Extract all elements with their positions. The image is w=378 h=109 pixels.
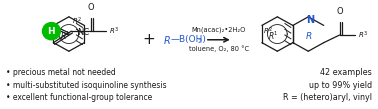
- Text: $R$: $R$: [305, 30, 312, 41]
- Text: up to 99% yield: up to 99% yield: [308, 81, 372, 90]
- Text: O: O: [336, 7, 343, 16]
- Circle shape: [42, 23, 60, 40]
- Text: R = (hetero)aryl, vinyl: R = (hetero)aryl, vinyl: [283, 93, 372, 102]
- Text: $R^3$: $R^3$: [109, 26, 119, 37]
- Text: toluene, O₂, 80 °C: toluene, O₂, 80 °C: [189, 45, 249, 52]
- Text: • multi-substituted isoquinoline synthesis: • multi-substituted isoquinoline synthes…: [6, 81, 167, 90]
- Text: • excellent functional-group tolerance: • excellent functional-group tolerance: [6, 93, 153, 102]
- Text: —B(OH): —B(OH): [170, 35, 206, 44]
- Text: 2: 2: [198, 39, 202, 44]
- Text: $R^2$: $R^2$: [263, 26, 273, 37]
- Text: $R^2$: $R^2$: [72, 16, 82, 27]
- Text: N: N: [306, 15, 314, 25]
- Text: Mn(acac)₂•2H₂O: Mn(acac)₂•2H₂O: [192, 27, 246, 33]
- Text: • precious metal not needed: • precious metal not needed: [6, 68, 116, 77]
- Text: NC: NC: [77, 28, 90, 37]
- Text: H: H: [48, 27, 55, 36]
- Text: $R^1$: $R^1$: [60, 30, 70, 42]
- Text: 42 examples: 42 examples: [320, 68, 372, 77]
- Text: +: +: [142, 32, 155, 47]
- Text: $R$: $R$: [163, 34, 171, 46]
- Text: $R^1$: $R^1$: [268, 30, 279, 42]
- Text: O: O: [88, 3, 94, 12]
- Text: $R^3$: $R^3$: [358, 29, 367, 41]
